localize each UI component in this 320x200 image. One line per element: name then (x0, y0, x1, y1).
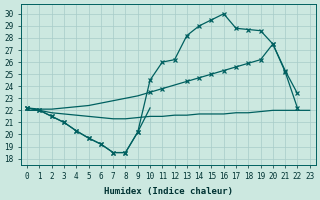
X-axis label: Humidex (Indice chaleur): Humidex (Indice chaleur) (104, 187, 233, 196)
